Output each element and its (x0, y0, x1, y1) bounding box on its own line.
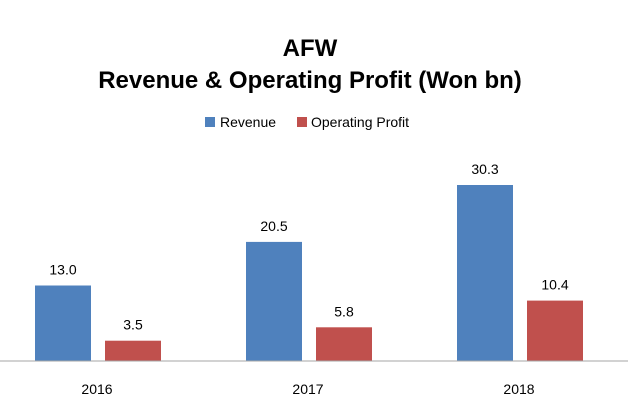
bar-operating-profit-2018 (527, 300, 583, 361)
data-label-revenue-2016: 13.0 (49, 262, 76, 278)
bar-operating-profit-2017 (316, 327, 372, 361)
data-label-operating-profit-2018: 10.4 (541, 277, 568, 293)
x-tick-label-2017: 2017 (292, 381, 323, 397)
bar-operating-profit-2016 (105, 340, 161, 361)
bar-revenue-2018 (457, 185, 513, 361)
chart-subtitle: Revenue & Operating Profit (Won bn) (98, 67, 522, 94)
data-label-revenue-2017: 20.5 (260, 218, 287, 234)
data-label-revenue-2018: 30.3 (471, 161, 498, 177)
legend: Revenue Operating Profit (205, 114, 409, 130)
x-tick-label-2018: 2018 (503, 381, 534, 397)
legend-label-revenue: Revenue (220, 114, 276, 130)
bar-revenue-2016 (35, 285, 91, 361)
bar-group (35, 185, 583, 361)
legend-swatch-revenue (205, 117, 215, 127)
x-axis-ticks: 2016 2017 2018 (81, 381, 534, 397)
x-tick-label-2016: 2016 (81, 381, 112, 397)
chart-title: AFW (283, 35, 338, 62)
legend-swatch-operating-profit (297, 117, 307, 127)
data-label-operating-profit-2017: 5.8 (334, 303, 354, 319)
data-label-operating-profit-2016: 3.5 (123, 317, 143, 333)
legend-label-operating-profit: Operating Profit (311, 114, 409, 130)
data-label-group: 13.0 20.5 30.3 3.5 5.8 10.4 (49, 161, 568, 333)
bar-revenue-2017 (246, 241, 302, 361)
